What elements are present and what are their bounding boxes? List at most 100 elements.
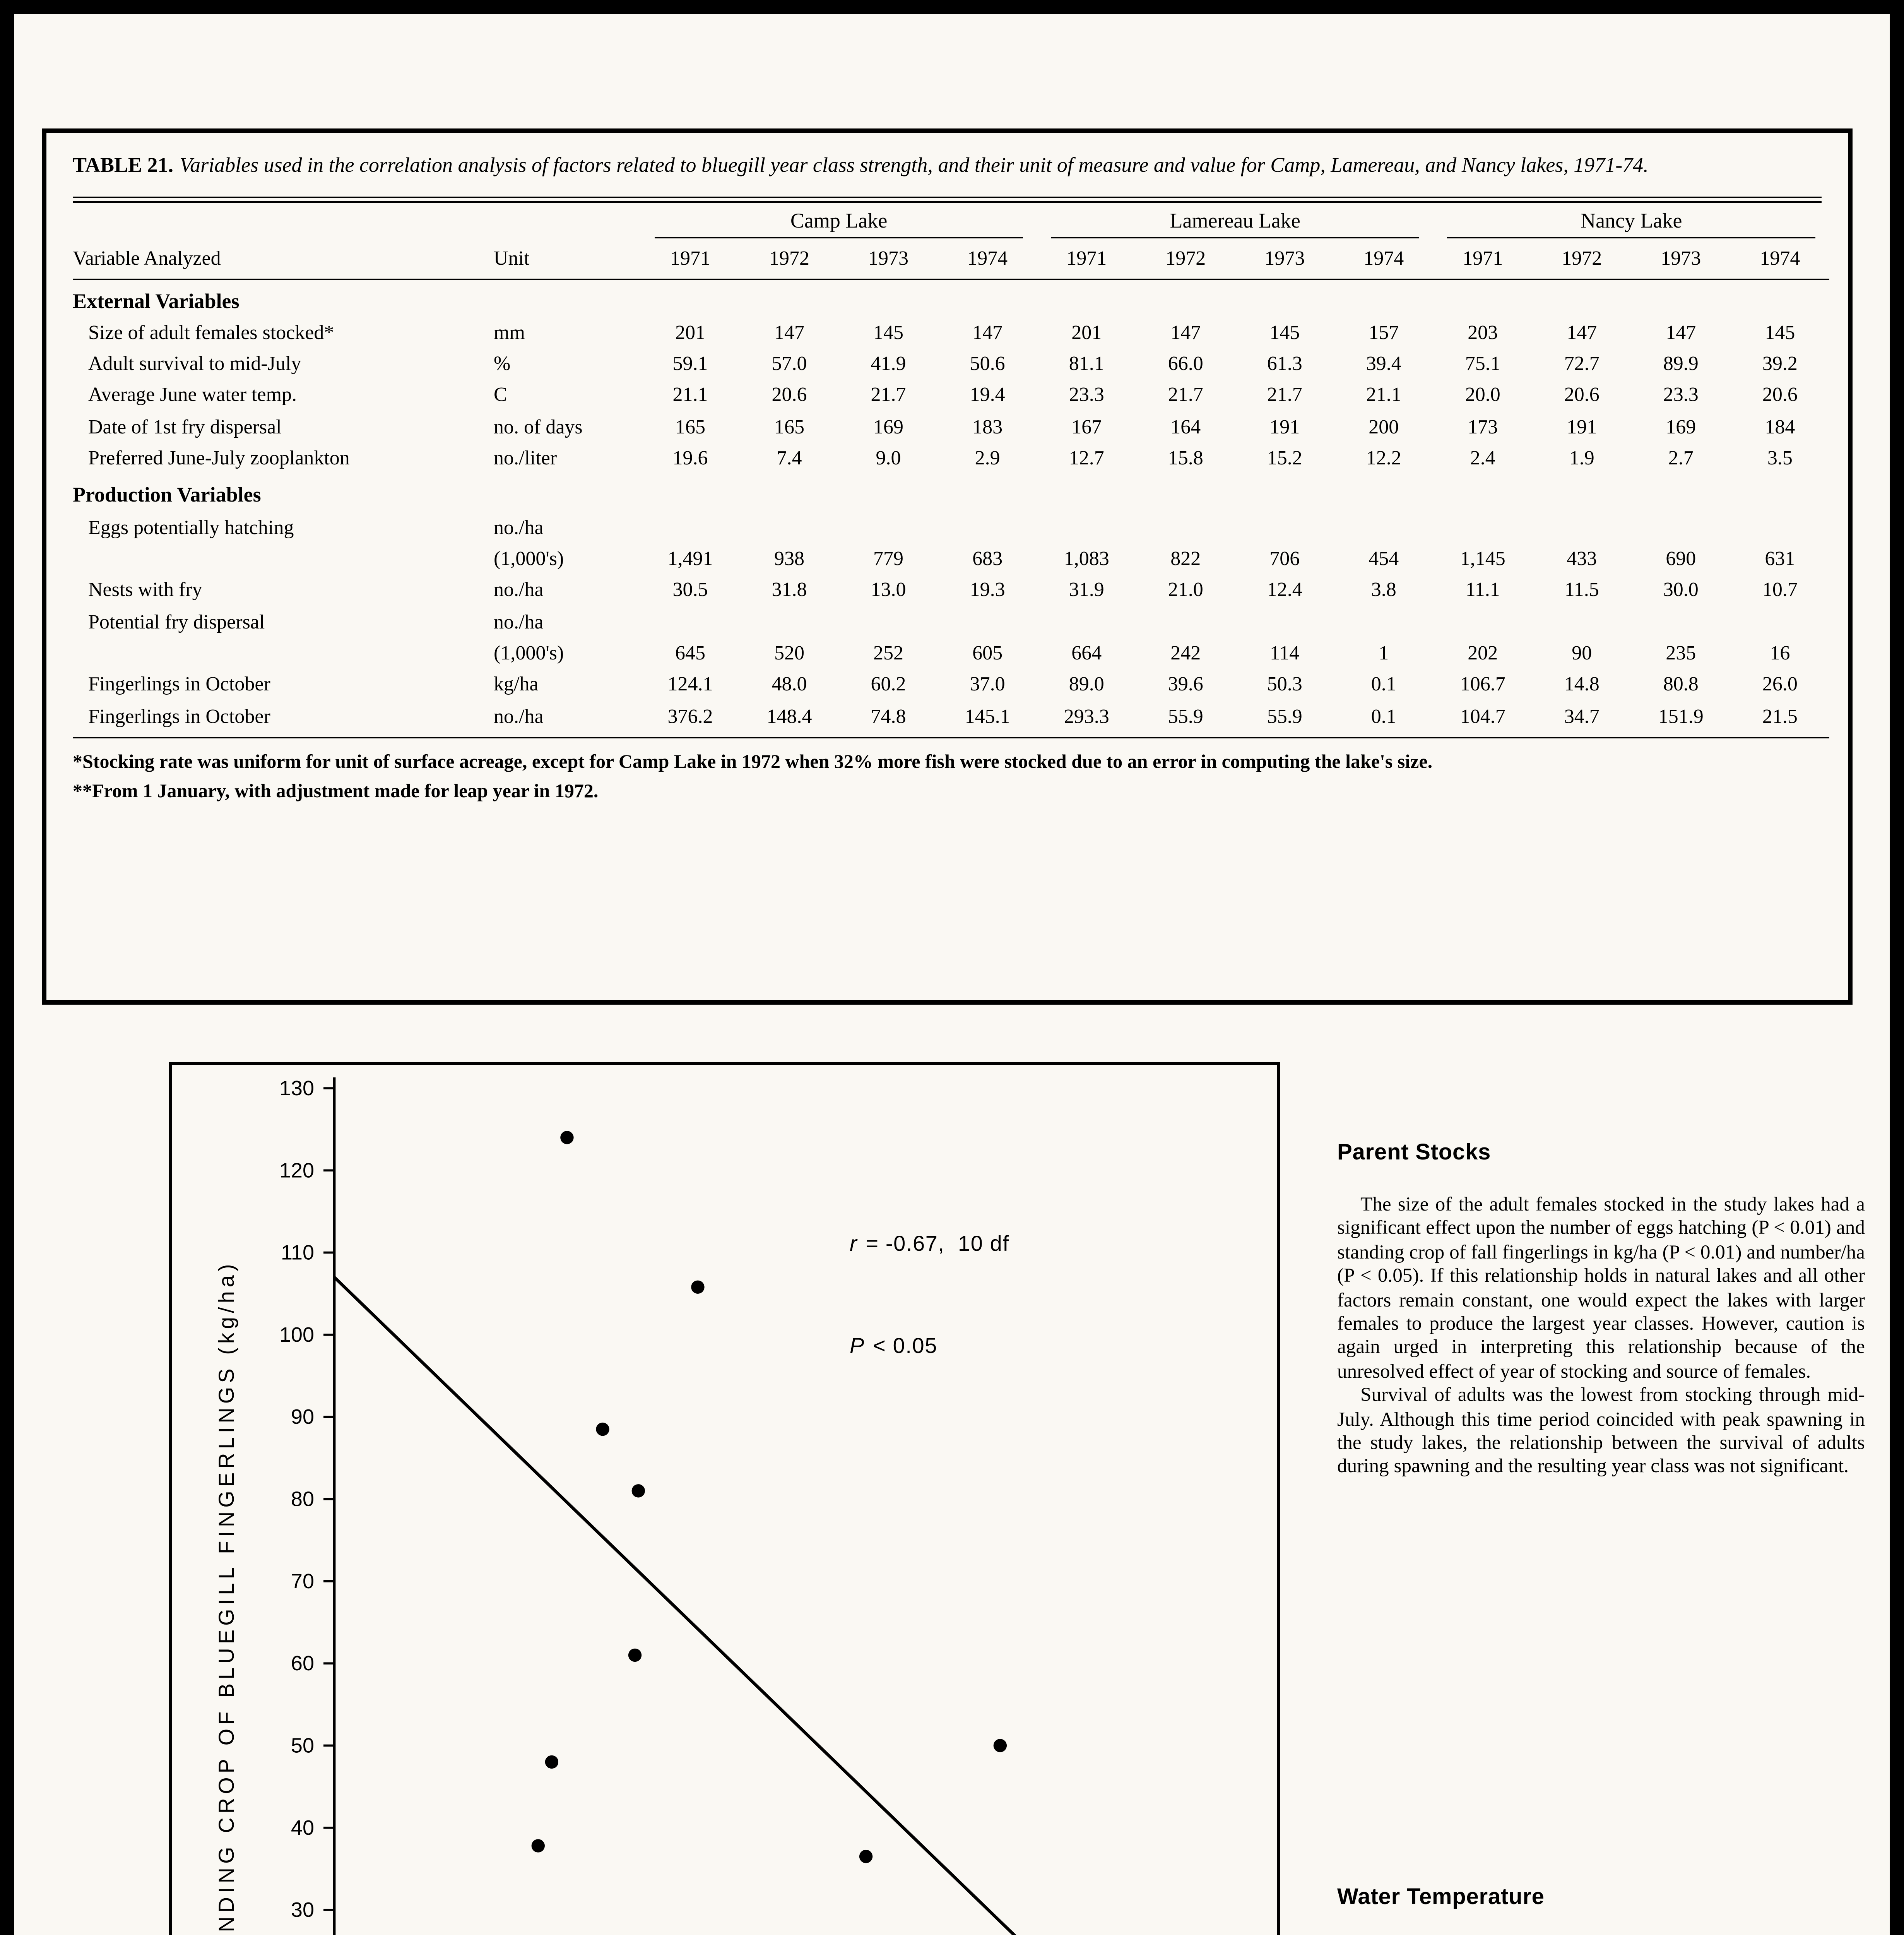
year-header: 1974 bbox=[1334, 239, 1434, 279]
value-cell: 631 bbox=[1765, 546, 1795, 570]
p-symbol: P bbox=[850, 1333, 865, 1358]
value-cell: 41.9 bbox=[871, 351, 906, 375]
value-cell: 9.0 bbox=[876, 446, 901, 469]
table-data-row: Date of 1st fry dispersal no. of days 165 1… bbox=[73, 411, 1829, 443]
year-header-row: Variable Analyzed Unit 1971 1972 1973 1974 1… bbox=[73, 239, 1830, 279]
y-tick-label: 110 bbox=[281, 1241, 314, 1264]
year-header: 1972 bbox=[1136, 239, 1235, 279]
year-header: 1974 bbox=[1730, 239, 1830, 279]
parent-stocks-paragraph-1: The size of the adult females stocked in… bbox=[1337, 1194, 1865, 1382]
year-header: 1974 bbox=[938, 239, 1037, 279]
value-cell: 605 bbox=[972, 641, 1003, 664]
value-cell: 31.8 bbox=[772, 578, 807, 601]
value-cell: 20.6 bbox=[1564, 383, 1599, 406]
scatter-point bbox=[545, 1755, 559, 1769]
table-caption-text: Variables used in the correlation analys… bbox=[180, 153, 1649, 176]
value-cell: 39.4 bbox=[1366, 351, 1401, 375]
value-cell: 201 bbox=[675, 320, 705, 343]
scatter-point bbox=[560, 1131, 574, 1144]
value-cell bbox=[1433, 606, 1532, 638]
value-cell: 15.2 bbox=[1267, 446, 1302, 469]
scatter-point bbox=[596, 1422, 609, 1436]
value-cell: 822 bbox=[1170, 546, 1201, 570]
value-cell: 37.0 bbox=[970, 672, 1005, 696]
table-head: Camp Lake Lamereau Lake Nancy Lake Varia… bbox=[73, 202, 1830, 279]
value-cell: 75.1 bbox=[1465, 351, 1500, 375]
value-cell bbox=[641, 606, 740, 638]
value-cell: 50.3 bbox=[1267, 672, 1302, 696]
scatter-point bbox=[993, 1739, 1007, 1752]
p-value: < 0.05 bbox=[866, 1333, 938, 1358]
value-cell: 23.3 bbox=[1663, 383, 1699, 406]
table-section-row: Production Variables bbox=[73, 474, 1829, 512]
section-parent-stocks: Parent Stocks The size of the adult fema… bbox=[1337, 1141, 1865, 1480]
scatter-point bbox=[691, 1280, 705, 1294]
value-cell: 690 bbox=[1666, 546, 1696, 570]
year-header: 1973 bbox=[1235, 239, 1334, 279]
value-cell: 167 bbox=[1071, 414, 1102, 438]
table-footnote: **From 1 January, with adjustment made f… bbox=[73, 780, 599, 802]
value-cell bbox=[641, 512, 740, 543]
parent-stocks-paragraph-2: Survival of adults was the lowest from s… bbox=[1337, 1384, 1865, 1478]
value-cell bbox=[1730, 606, 1829, 638]
value-cell: 151.9 bbox=[1631, 700, 1731, 738]
col-header-unit: Unit bbox=[494, 239, 641, 279]
value-cell bbox=[1631, 606, 1730, 638]
value-cell: 55.9 bbox=[1136, 700, 1235, 738]
value-cell: 202 bbox=[1468, 641, 1498, 664]
value-cell bbox=[839, 512, 938, 543]
value-cell: 31.9 bbox=[1069, 578, 1104, 601]
value-cell bbox=[1334, 606, 1433, 638]
table-top-rule bbox=[73, 196, 1822, 202]
table-footnotes: *Stocking rate was uniform for unit of s… bbox=[73, 749, 1822, 803]
table-title-label: TABLE 21. bbox=[73, 153, 174, 176]
value-cell: 60.2 bbox=[871, 672, 906, 696]
value-cell: 1 bbox=[1379, 641, 1389, 664]
scatter-point bbox=[631, 1484, 645, 1498]
unit-cell: no./ha bbox=[494, 609, 544, 633]
value-cell: 20.6 bbox=[772, 383, 807, 406]
year-header: 1971 bbox=[1433, 239, 1533, 279]
value-cell: 11.5 bbox=[1564, 578, 1599, 601]
value-cell bbox=[1037, 512, 1136, 543]
lake-header-spacer bbox=[73, 202, 641, 239]
value-cell: 39.2 bbox=[1762, 351, 1798, 375]
value-cell: 938 bbox=[774, 546, 804, 570]
value-cell: 21.1 bbox=[1366, 383, 1401, 406]
value-cell: 14.8 bbox=[1564, 672, 1599, 696]
value-cell: 106.7 bbox=[1460, 672, 1505, 696]
r-value: = -0.67, 10 df bbox=[859, 1231, 1009, 1255]
lake-group-lamereau: Lamereau Lake bbox=[1051, 208, 1420, 238]
unit-cell: no./ha bbox=[494, 515, 544, 538]
value-cell: 683 bbox=[972, 546, 1003, 570]
value-cell bbox=[1235, 606, 1334, 638]
value-cell bbox=[1136, 606, 1235, 638]
value-cell bbox=[1532, 606, 1631, 638]
value-cell: 10.7 bbox=[1762, 578, 1798, 601]
value-cell: 376.2 bbox=[641, 700, 740, 738]
r-symbol: r bbox=[850, 1231, 858, 1255]
value-cell: 7.4 bbox=[777, 446, 802, 469]
figure-chart: 0102030405060708090100110120130010203010… bbox=[214, 1077, 1017, 1935]
value-cell: 147 bbox=[774, 320, 804, 343]
regression-line bbox=[333, 1276, 1017, 1935]
table-data-row: Average June water temp. C 21.1 20.6 21.7 19.… bbox=[73, 380, 1829, 411]
value-cell: 21.0 bbox=[1168, 578, 1203, 601]
value-cell: 252 bbox=[873, 641, 903, 664]
y-tick-label: 120 bbox=[279, 1159, 314, 1182]
value-cell: 147 bbox=[972, 320, 1003, 343]
table21-panel: TABLE 21. Variables used in the correlati… bbox=[42, 128, 1853, 1005]
value-cell: 779 bbox=[873, 546, 903, 570]
value-cell bbox=[938, 512, 1037, 543]
value-cell: 235 bbox=[1666, 641, 1696, 664]
value-cell: 66.0 bbox=[1168, 351, 1203, 375]
value-cell bbox=[1235, 512, 1334, 543]
unit-cell: C bbox=[494, 383, 507, 406]
value-cell: 90 bbox=[1572, 641, 1592, 664]
unit-cell: % bbox=[494, 351, 511, 375]
value-cell: 21.7 bbox=[871, 383, 906, 406]
lake-group-nancy: Nancy Lake bbox=[1447, 208, 1816, 238]
variable-label: Size of adult females stocked* bbox=[88, 320, 334, 343]
value-cell: 164 bbox=[1170, 414, 1201, 438]
value-cell: 183 bbox=[972, 414, 1003, 438]
